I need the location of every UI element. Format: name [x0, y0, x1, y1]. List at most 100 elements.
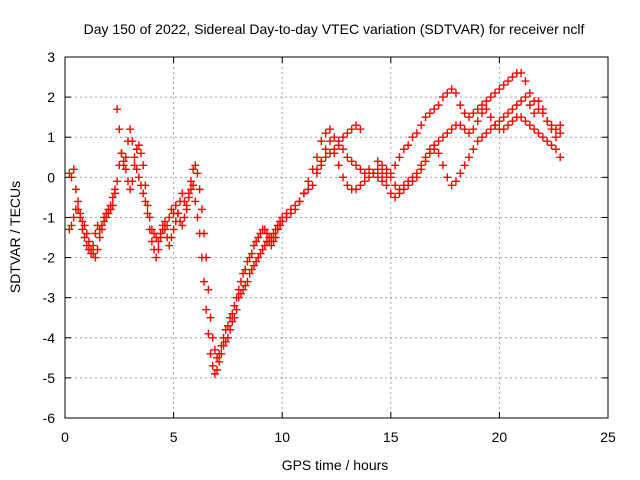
data-point [464, 113, 473, 122]
y-tick-label: -5 [43, 370, 56, 386]
data-point [304, 177, 313, 186]
data-point [119, 157, 128, 166]
data-point [504, 109, 513, 118]
data-point [158, 221, 167, 230]
data-point [391, 193, 400, 202]
data-point [91, 253, 100, 262]
data-point [206, 349, 215, 358]
data-point [193, 169, 202, 178]
data-point [360, 177, 369, 186]
data-point [486, 113, 495, 122]
data-point [347, 125, 356, 134]
data-point [121, 153, 130, 162]
data-point [525, 89, 534, 98]
data-point [434, 149, 443, 158]
data-point [456, 169, 465, 178]
data-point [132, 145, 141, 154]
data-point [113, 177, 122, 186]
data-point [195, 185, 204, 194]
data-point [189, 181, 198, 190]
data-point [110, 189, 119, 198]
data-point [89, 241, 98, 250]
data-point [128, 137, 137, 146]
data-point [547, 141, 556, 150]
data-point [343, 153, 352, 162]
data-point [130, 153, 139, 162]
data-point [113, 105, 122, 114]
data-point [365, 173, 374, 182]
data-point [352, 185, 361, 194]
data-point [202, 253, 211, 262]
data-point [421, 157, 430, 166]
data-point [508, 105, 517, 114]
data-point [262, 229, 271, 238]
data-point [521, 77, 530, 86]
data-point [169, 225, 178, 234]
data-point [117, 149, 126, 158]
data-point [65, 225, 74, 234]
data-point [399, 145, 408, 154]
data-point [469, 125, 478, 134]
data-point [121, 165, 130, 174]
data-point [369, 169, 378, 178]
data-point [408, 133, 417, 142]
data-point [215, 349, 224, 358]
data-point [154, 237, 163, 246]
data-point [228, 309, 237, 318]
data-point [271, 233, 280, 242]
data-point [184, 189, 193, 198]
data-point [334, 137, 343, 146]
data-point [469, 109, 478, 118]
data-point [495, 85, 504, 94]
data-point [421, 113, 430, 122]
data-point [160, 225, 169, 234]
data-point [512, 101, 521, 110]
data-point [373, 157, 382, 166]
data-point [412, 173, 421, 182]
data-point [425, 109, 434, 118]
data-point [330, 149, 339, 158]
data-point [76, 209, 85, 218]
data-point [210, 369, 219, 378]
data-point [273, 225, 282, 234]
y-tick-label: 1 [47, 129, 55, 145]
data-point [460, 161, 469, 170]
data-point [404, 141, 413, 150]
data-point [208, 361, 217, 370]
data-point [395, 153, 404, 162]
data-point [210, 345, 219, 354]
data-point [104, 209, 113, 218]
data-point [438, 93, 447, 102]
data-point [134, 141, 143, 150]
data-point [486, 93, 495, 102]
data-point [339, 133, 348, 142]
data-point [395, 189, 404, 198]
data-point [491, 89, 500, 98]
data-point [256, 249, 265, 258]
data-point [499, 113, 508, 122]
data-point [291, 205, 300, 214]
data-point [97, 225, 106, 234]
data-point [154, 245, 163, 254]
y-tick-label: -4 [43, 330, 56, 346]
data-point [443, 129, 452, 138]
data-point [499, 81, 508, 90]
data-point [249, 261, 258, 270]
data-point [254, 233, 263, 242]
data-point [356, 181, 365, 190]
data-point [491, 121, 500, 130]
data-point [221, 325, 230, 334]
data-point [478, 109, 487, 118]
data-point [91, 229, 100, 238]
data-point [456, 121, 465, 130]
data-point [447, 125, 456, 134]
data-point [213, 365, 222, 374]
data-point [386, 173, 395, 182]
data-point [425, 149, 434, 158]
data-point [286, 209, 295, 218]
data-point [128, 177, 137, 186]
data-point [236, 277, 245, 286]
y-tick-label: -2 [43, 250, 56, 266]
data-point [200, 229, 209, 238]
